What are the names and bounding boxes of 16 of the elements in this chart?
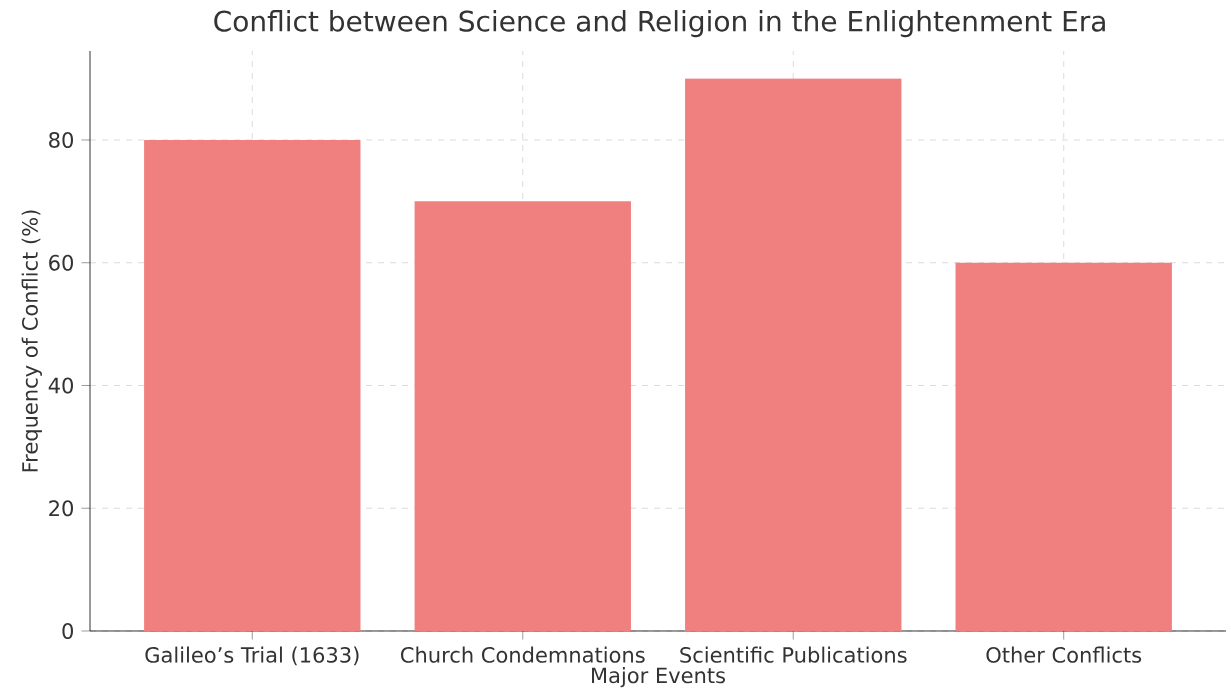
y-tick-label: 0 (62, 623, 73, 639)
y-tick-label: 20 (49, 500, 73, 517)
x-tick-label: Church Condemnations (401, 646, 645, 663)
bar (144, 139, 361, 631)
x-tick-label: Other Conflicts (986, 646, 1142, 663)
chart-title: Conflict between Science and Religion in the Enlightenment Era (214, 10, 1105, 38)
x-axis-title: Major Events (592, 667, 726, 688)
x-tick-label: Scientific Publications (680, 646, 907, 663)
bar (414, 201, 631, 631)
bar (955, 262, 1172, 631)
y-axis-title: Frequency of Conflict (%) (21, 210, 42, 472)
y-tick-label: 60 (49, 254, 73, 271)
x-tick-label: Galileo’s Trial (1633) (145, 646, 359, 666)
y-tick-label: 80 (49, 132, 73, 148)
y-tick-label: 40 (48, 377, 73, 394)
bar (685, 78, 902, 631)
